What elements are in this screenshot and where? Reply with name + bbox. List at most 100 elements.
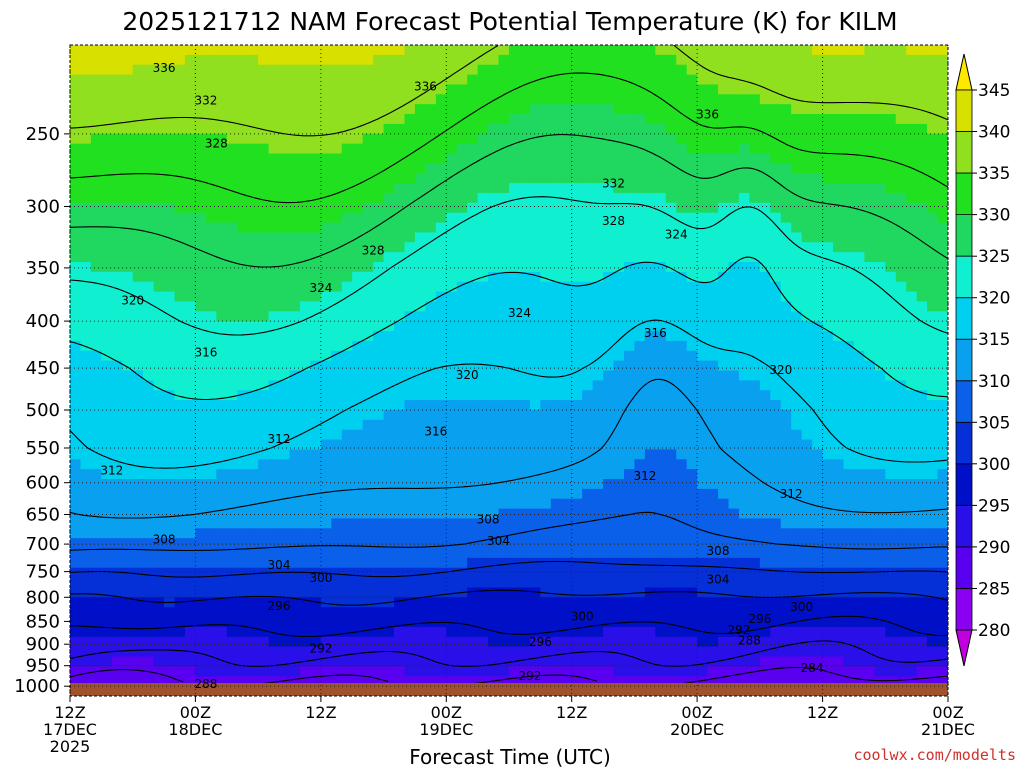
fill-cell	[644, 173, 656, 184]
fill-cell	[561, 232, 573, 243]
fill-cell	[279, 173, 291, 184]
fill-cell	[237, 104, 249, 115]
fill-cell	[122, 84, 134, 95]
fill-cell	[341, 538, 353, 549]
fill-cell	[644, 666, 656, 677]
fill-cell	[362, 350, 374, 362]
fill-cell	[623, 548, 636, 559]
fill-cell	[592, 271, 604, 283]
fill-cell	[843, 232, 855, 243]
fill-cell	[132, 252, 144, 263]
fill-cell	[132, 54, 144, 66]
fill-cell	[184, 557, 197, 569]
fill-cell	[592, 370, 604, 381]
fill-cell	[822, 469, 834, 480]
fill-cell	[341, 409, 353, 421]
fill-cell	[279, 104, 291, 115]
fill-cell	[738, 45, 750, 56]
fill-cell	[362, 390, 374, 401]
fill-cell	[414, 271, 426, 283]
fill-cell	[279, 301, 291, 312]
fill-cell	[770, 380, 782, 391]
fill-cell	[665, 488, 677, 500]
fill-cell	[665, 528, 677, 539]
fill-cell	[655, 104, 667, 115]
fill-cell	[184, 469, 197, 480]
fill-cell	[780, 173, 792, 184]
fill-cell	[101, 311, 113, 322]
fill-cell	[331, 577, 343, 589]
fill-cell	[738, 666, 750, 677]
fill-cell	[540, 508, 552, 520]
fill-cell	[216, 301, 228, 312]
fill-cell	[341, 242, 353, 253]
fill-cell	[540, 676, 552, 687]
fill-cell	[498, 666, 510, 677]
fill-cell	[111, 617, 123, 628]
fill-cell	[101, 597, 113, 608]
fill-cell	[70, 301, 82, 312]
fill-cell	[341, 439, 353, 451]
fill-cell	[143, 321, 155, 332]
fill-cell	[331, 508, 343, 520]
fill-cell	[425, 350, 437, 362]
fill-cell	[205, 340, 217, 352]
fill-cell	[592, 636, 604, 648]
fill-cell	[665, 449, 677, 460]
fill-cell	[801, 291, 813, 303]
fill-cell	[226, 508, 238, 520]
fill-cell	[571, 94, 583, 105]
fill-cell	[665, 271, 677, 283]
fill-cell	[655, 321, 667, 332]
fill-cell	[383, 567, 395, 579]
fill-cell	[226, 232, 238, 243]
fill-cell	[843, 459, 855, 470]
fill-cell	[603, 626, 615, 638]
fill-cell	[394, 153, 406, 164]
fill-cell	[644, 74, 656, 86]
fill-cell	[749, 271, 761, 283]
fill-cell	[331, 331, 343, 342]
fill-cell	[812, 242, 824, 253]
fill-cell	[362, 291, 374, 303]
fill-cell	[174, 242, 186, 253]
fill-cell	[603, 617, 615, 628]
fill-cell	[467, 311, 479, 322]
fill-cell	[519, 291, 531, 303]
fill-cell	[780, 232, 792, 243]
fill-cell	[111, 498, 123, 510]
fill-cell	[111, 548, 123, 559]
fill-cell	[373, 666, 385, 677]
fill-cell	[519, 429, 531, 441]
fill-cell	[550, 252, 562, 263]
fill-cell	[310, 104, 322, 115]
fill-cell	[289, 607, 301, 618]
fill-cell	[205, 508, 217, 520]
fill-cell	[728, 94, 740, 105]
fill-cell	[822, 54, 834, 66]
fill-cell	[383, 577, 395, 589]
fill-cell	[425, 666, 437, 677]
fill-cell	[310, 232, 322, 243]
fill-cell	[435, 646, 447, 658]
fill-cell	[258, 331, 270, 342]
fill-cell	[425, 567, 437, 579]
fill-cell	[258, 390, 270, 401]
fill-cell	[509, 607, 521, 618]
fill-cell	[759, 242, 771, 253]
fill-cell	[446, 518, 458, 529]
fill-cell	[70, 271, 82, 283]
fill-cell	[561, 114, 573, 125]
fill-cell	[812, 557, 824, 569]
fill-cell	[164, 439, 176, 451]
fill-cell	[111, 301, 123, 312]
fill-cell	[414, 646, 426, 658]
fill-cell	[603, 370, 615, 381]
fill-cell	[613, 202, 625, 214]
fill-cell	[488, 617, 500, 628]
fill-cell	[686, 291, 698, 303]
fill-cell	[843, 607, 855, 618]
fill-cell	[519, 666, 531, 677]
fill-cell	[738, 439, 750, 451]
fill-cell	[425, 291, 437, 303]
